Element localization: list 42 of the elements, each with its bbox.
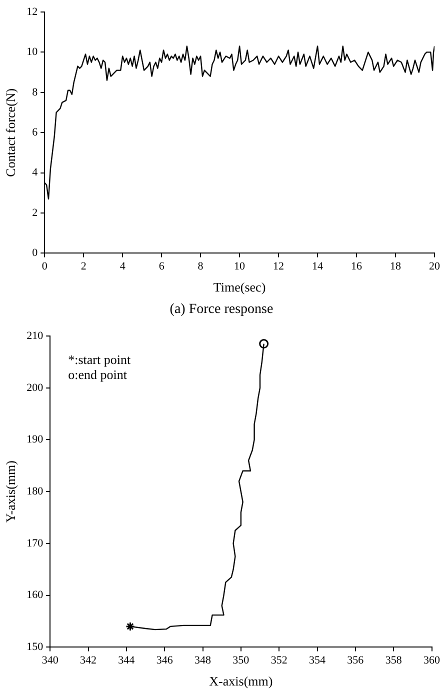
x-tick-label: 340 (42, 654, 59, 667)
x-tick-label: 360 (424, 654, 440, 667)
y-tick-label: 210 (26, 330, 44, 342)
x-tick-label: 10 (234, 260, 246, 273)
x-tick-label: 20 (429, 260, 440, 273)
x-tick-label: 16 (351, 260, 363, 273)
x-tick-label: 346 (156, 654, 174, 667)
y-tick-label: 12 (26, 6, 38, 18)
y-tick-label: 10 (26, 46, 38, 58)
y-tick-label: 2 (32, 206, 38, 219)
y-tick-label: 170 (26, 537, 44, 550)
x-tick-label: 350 (232, 654, 250, 667)
y-tick-label: 200 (26, 382, 44, 394)
x-tick-label: 14 (312, 260, 324, 273)
x-tick-label: 344 (118, 654, 136, 667)
y-tick-label: 160 (26, 589, 44, 602)
y-tick-label: 0 (32, 247, 38, 260)
annotation: o:end point (68, 366, 128, 382)
x-tick-label: 354 (309, 654, 326, 667)
x-tick-label: 8 (198, 260, 204, 273)
x-tick-label: 4 (120, 260, 126, 273)
x-tick-label: 12 (273, 260, 284, 273)
x-tick-label: 2 (80, 260, 86, 273)
x-tick-label: 352 (270, 654, 288, 667)
x-tick-label: 356 (347, 654, 364, 667)
text: (a) Force response (168, 301, 274, 319)
y-tick-label: 190 (26, 434, 44, 446)
y-axis-title: Y-axis(mm) (3, 460, 18, 523)
y-tick-label: 150 (26, 641, 44, 654)
x-tick-label: 18 (390, 260, 402, 273)
y-tick-label: 6 (32, 126, 38, 138)
x-tick-label: 348 (194, 654, 212, 667)
x-tick-label: 358 (385, 654, 402, 667)
annotation: *:start point (68, 352, 131, 367)
x-axis-title: X-axis(mm) (209, 674, 273, 689)
y-tick-label: 180 (26, 485, 44, 498)
x-axis-title: Time(sec) (213, 280, 266, 295)
y-tick-label: 4 (32, 166, 38, 179)
y-axis-title: Contact force(N) (3, 88, 18, 177)
y-tick-label: 8 (32, 86, 38, 98)
x-tick-label: 342 (80, 654, 97, 667)
x-tick-label: 6 (158, 260, 165, 273)
